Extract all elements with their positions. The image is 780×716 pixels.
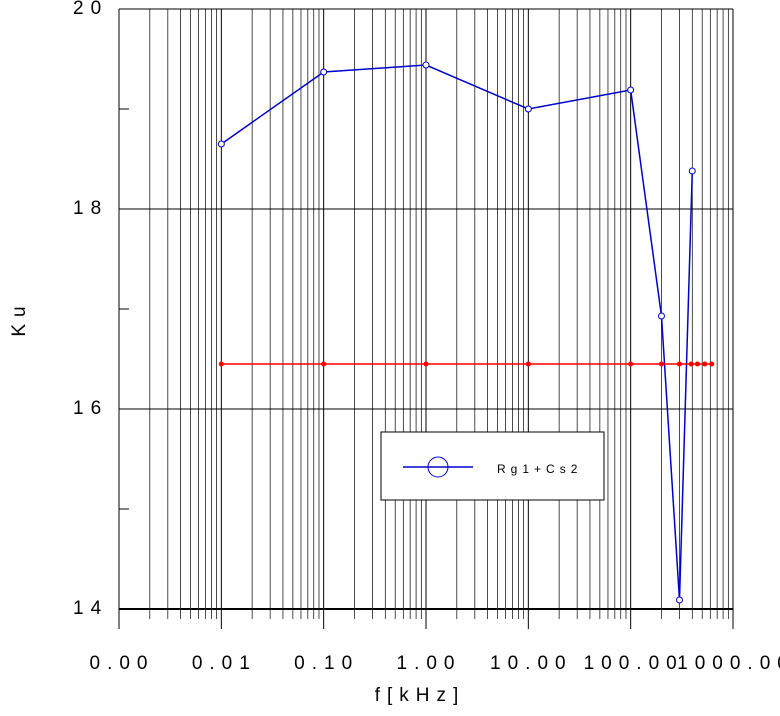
marker — [422, 61, 430, 69]
legend: Rg1+Cs2 — [380, 431, 605, 501]
x-axis-label: f[kHz] — [375, 685, 466, 706]
x-tick-label: 0.10 — [294, 653, 359, 674]
y-tick-label: 16 — [73, 398, 108, 419]
y-tick-label: 18 — [73, 198, 108, 219]
x-tick-label: 0.01 — [192, 653, 257, 674]
legend-marker — [427, 456, 449, 478]
marker — [688, 361, 694, 367]
x-tick-label: 1.00 — [397, 653, 462, 674]
x-tick-label: 0.00 — [90, 653, 155, 674]
marker — [702, 361, 708, 367]
y-tick-label: 20 — [73, 0, 108, 19]
marker — [658, 361, 664, 367]
marker — [321, 361, 327, 367]
legend-label: Rg1+Cs2 — [497, 462, 582, 476]
x-tick-label: 10.00 — [490, 653, 573, 674]
marker — [423, 361, 429, 367]
marker — [695, 361, 701, 367]
marker — [657, 312, 665, 320]
legend-box — [380, 431, 605, 501]
y-axis-label: Ku — [9, 299, 30, 336]
y-tick-label: 14 — [73, 598, 108, 619]
marker — [709, 361, 715, 367]
marker — [628, 361, 634, 367]
x-tick-label: 1000.00 — [677, 653, 780, 674]
marker — [524, 105, 532, 113]
marker — [688, 167, 696, 175]
series-line — [220, 64, 694, 601]
marker — [676, 361, 682, 367]
marker — [217, 140, 225, 148]
x-tick-label: 100.00 — [584, 653, 684, 674]
marker — [627, 86, 635, 94]
marker — [320, 68, 328, 76]
marker — [218, 361, 224, 367]
marker — [525, 361, 531, 367]
marker — [675, 596, 683, 604]
